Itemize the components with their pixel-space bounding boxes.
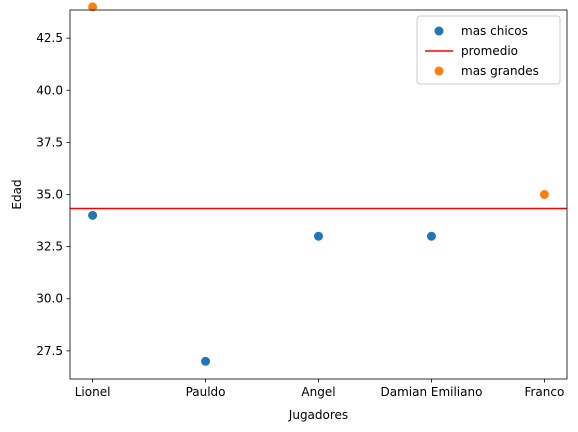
legend: mas chicos promedio mas grandes [416,15,561,85]
y-tick-label: 42.5 [36,31,63,45]
data-point [201,356,211,366]
x-tick-label: Lionel [75,385,111,399]
data-point [88,2,98,12]
y-tick-label: 40.0 [36,83,63,97]
legend-label: mas grandes [461,64,539,78]
data-point [88,210,98,220]
y-tick-label: 30.0 [36,292,63,306]
x-tick-label: Angel [301,385,335,399]
plot-area [70,2,567,366]
axes: Lionel Pauldo Angel Damian Emiliano Franco 27… [36,9,568,399]
y-axis-label: Edad [10,179,24,209]
legend-label: mas chicos [461,24,528,38]
data-point [314,231,323,241]
y-tick-label: 37.5 [36,135,63,149]
data-point [426,231,436,241]
x-tick-label: Pauldo [186,385,226,399]
y-tick-label: 27.5 [36,344,63,358]
x-axis-label: Jugadores [288,408,348,422]
data-point [539,190,549,199]
y-tick-label: 35.0 [36,188,63,202]
legend-marker-swatch [434,26,444,36]
legend-marker-swatch [434,66,444,76]
y-tick-label: 32.5 [36,240,63,254]
x-tick-label: Damian Emiliano [380,385,482,399]
legend-box [416,15,561,85]
legend-label: promedio [461,44,518,58]
x-tick-label: Franco [524,385,564,399]
